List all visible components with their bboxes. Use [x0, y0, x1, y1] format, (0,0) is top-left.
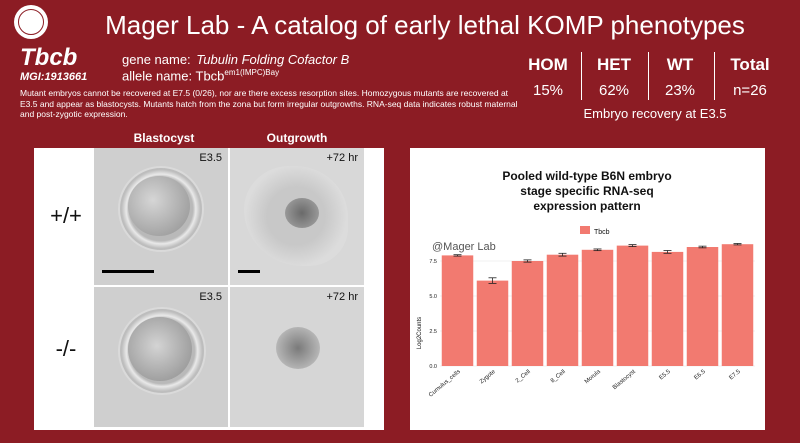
- phenotype-summary: Mutant embryos cannot be recovered at E7…: [20, 88, 518, 119]
- page-title: Mager Lab - A catalog of early lethal KO…: [105, 10, 745, 40]
- stat-value-wt: 23%: [664, 82, 696, 99]
- x-tick-label: 8_Cell: [550, 369, 567, 385]
- gene-symbol: Tbcb: [20, 44, 78, 71]
- allele-name: Tbcb: [195, 68, 225, 84]
- chart-bar: [581, 249, 614, 366]
- stage-label: E3.5: [199, 152, 222, 164]
- chart-bar: [651, 251, 684, 366]
- x-tick-label: Cumulus_cells: [428, 369, 462, 399]
- recovery-caption: Embryo recovery at E3.5: [583, 106, 727, 121]
- scale-bar: [238, 270, 260, 273]
- chart-bar: [616, 245, 649, 366]
- y-tick-label: 5.0: [429, 294, 437, 300]
- column-header-outgrowth: Outgrowth: [266, 131, 328, 145]
- stat-value-het: 62%: [598, 82, 630, 99]
- chart-title-line: expression pattern: [533, 199, 640, 213]
- gene-name-row: gene name: Tubulin Folding Cofactor B: [122, 52, 349, 67]
- expression-bar-chart: Pooled wild-type B6N embryo stage specif…: [417, 169, 755, 399]
- stage-label: E3.5: [199, 291, 222, 303]
- chart-bar: [476, 280, 509, 366]
- chart-title-line: stage specific RNA-seq: [520, 184, 653, 198]
- x-tick-label: Blastocyst: [612, 369, 637, 391]
- stat-header-hom: HOM: [528, 55, 568, 74]
- chart-bar: [721, 244, 754, 366]
- y-tick-label: 2.5: [429, 329, 437, 335]
- stat-divider: [581, 52, 582, 100]
- chart-title-line: Pooled wild-type B6N embryo: [502, 169, 671, 183]
- x-tick-label: Zygote: [479, 369, 497, 386]
- allele-row: allele name: Tbcbem1(IMPC)Bay: [122, 68, 279, 83]
- stage-label: +72 hr: [326, 152, 359, 164]
- stat-divider: [714, 52, 715, 100]
- stat-header-het: HET: [597, 55, 631, 74]
- mgi-id: MGI:1913661: [20, 71, 88, 83]
- stage-label: +72 hr: [326, 291, 359, 303]
- stat-divider: [648, 52, 649, 100]
- blastocyst-wildtype-image: E3.5: [94, 148, 228, 285]
- x-tick-label: E6.5: [693, 369, 707, 382]
- gene-name-value: Tubulin Folding Cofactor B: [196, 52, 350, 67]
- embryo-image-panel: +/+ -/- E3.5 +72 hr E3.5 +72 hr: [34, 148, 384, 430]
- chart-bar: [686, 247, 719, 366]
- outgrowth-wildtype-image: +72 hr: [230, 148, 364, 285]
- scale-bar: [102, 270, 154, 273]
- stat-header-total: Total: [730, 55, 770, 74]
- chart-bar: [511, 261, 544, 366]
- university-seal-logo: [14, 5, 48, 39]
- y-tick-label: 7.5: [429, 259, 437, 265]
- stat-header-wt: WT: [666, 55, 694, 74]
- x-tick-label: 2_Cell: [515, 369, 532, 385]
- allele-superscript: em1(IMPC)Bay: [224, 68, 280, 77]
- allele-label: allele name:: [122, 68, 193, 84]
- chart-bar: [546, 254, 579, 366]
- stat-value-total: n=26: [733, 82, 767, 99]
- stat-value-hom: 15%: [532, 82, 564, 99]
- x-tick-label: E7.5: [728, 369, 742, 382]
- column-header-blastocyst: Blastocyst: [133, 131, 195, 145]
- legend-label: Tbcb: [594, 229, 610, 236]
- row-label-mutant: -/-: [55, 336, 77, 361]
- watermark: @Mager Lab: [432, 241, 496, 253]
- y-axis-label: Log2Counts: [417, 317, 423, 349]
- y-tick-label: 0.0: [429, 364, 437, 370]
- row-label-wildtype: +/+: [50, 203, 82, 228]
- blastocyst-mutant-image: E3.5: [94, 287, 228, 427]
- chart-bar: [441, 255, 474, 366]
- x-tick-label: Morula: [584, 369, 602, 386]
- gene-name-label: gene name:: [122, 52, 191, 67]
- outgrowth-mutant-image: +72 hr: [230, 287, 364, 427]
- x-tick-label: E5.5: [658, 369, 672, 382]
- plot-area: 0.0 2.5 5.0 7.5 Cumulus_cells Zygote 2_Cell 8_C…: [428, 243, 755, 399]
- rna-seq-chart-panel: Pooled wild-type B6N embryo stage specif…: [410, 148, 765, 430]
- legend-swatch: [580, 226, 590, 234]
